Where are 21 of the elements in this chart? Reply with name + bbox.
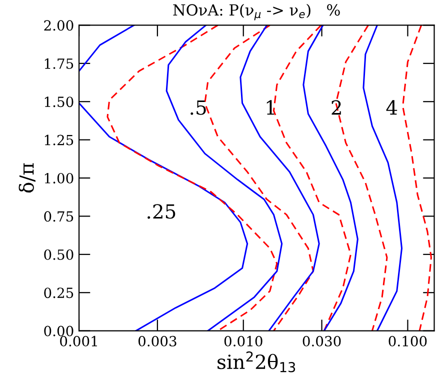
x-tick-label: 0.030 — [302, 336, 341, 346]
series-label: .25 — [148, 204, 176, 219]
x-axis-title: sin$^{2}$2θ$_{13}$ — [218, 351, 296, 372]
y-tick-label: 0.50 — [44, 249, 74, 260]
x-tick-label: 0.003 — [138, 336, 176, 346]
y-axis-title: δ/π — [18, 163, 36, 193]
y-tick-label: 1.25 — [44, 134, 74, 146]
y-tick-label: 0.00 — [44, 326, 74, 336]
y-tick-label: 0.75 — [44, 211, 74, 222]
y-tick-label: 1.75 — [44, 58, 74, 69]
y-tick-label: 1.00 — [44, 172, 74, 184]
x-tick-label: 0.010 — [224, 336, 262, 346]
series-label: 4 — [386, 100, 398, 115]
y-tick-label: 2.00 — [44, 20, 74, 31]
x-tick-label: 0.100 — [388, 336, 427, 346]
series-label: 1 — [266, 100, 274, 115]
y-tick-label: 1.50 — [44, 96, 74, 108]
x-tick-label: 0.001 — [60, 336, 97, 346]
series-label: .5 — [190, 100, 206, 115]
y-tick-label: 0.25 — [44, 288, 74, 298]
chart-title: NOνA: P(ν$_{μ}$ -> ν$_{e}$) % — [173, 4, 340, 20]
